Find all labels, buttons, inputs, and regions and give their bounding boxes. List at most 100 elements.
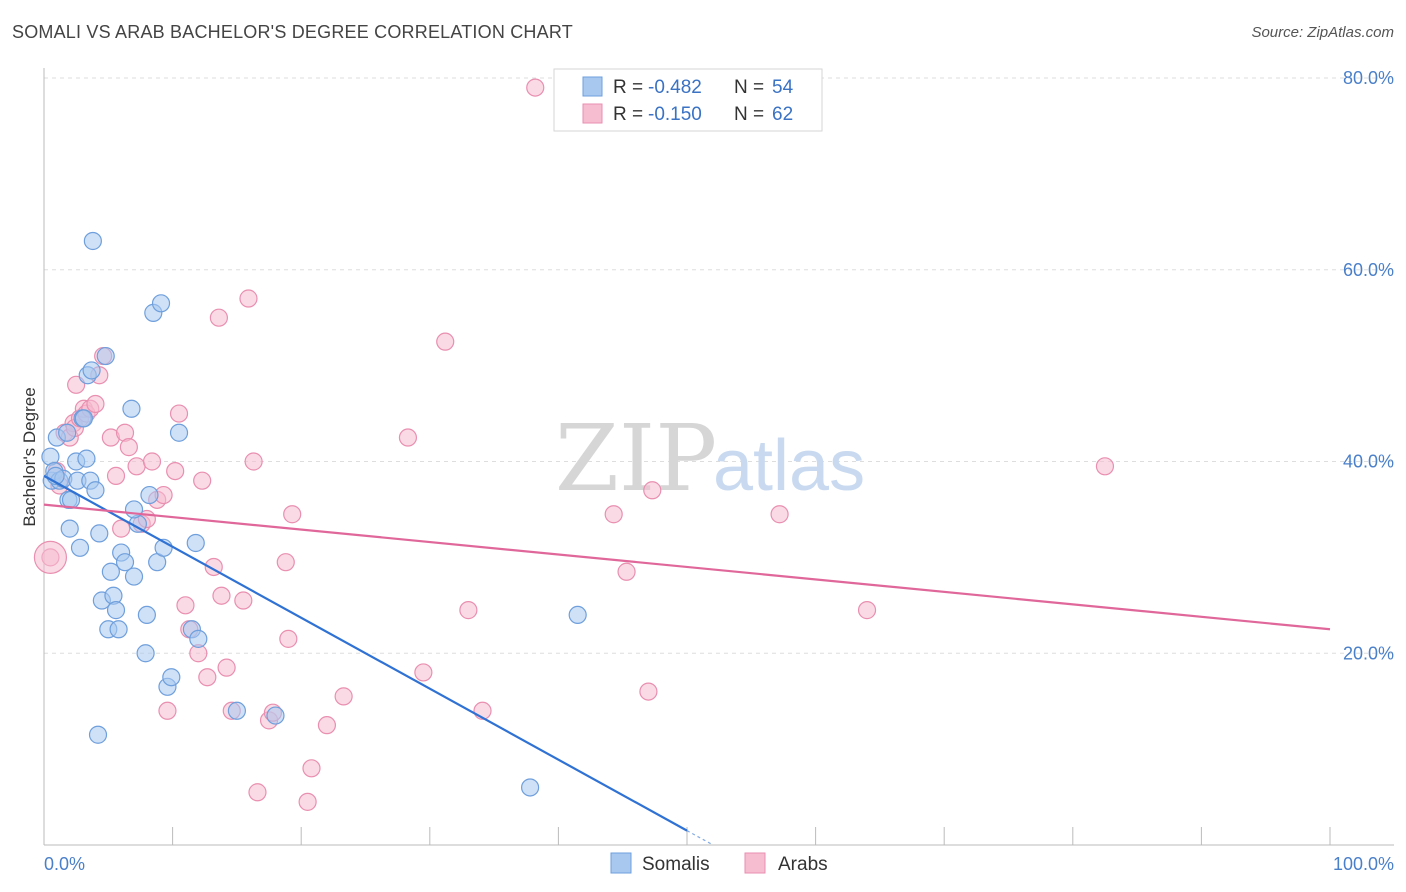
bottom-legend-label-somalis[interactable]: Somalis: [642, 854, 710, 875]
watermark-zip: ZIP: [555, 405, 717, 512]
arab-point: [334, 687, 353, 706]
legend-n-value-somalis: 54: [772, 77, 794, 98]
legend-n-label-arabs: N =: [734, 104, 764, 125]
somali-point: [83, 231, 102, 251]
somali-point: [189, 629, 208, 648]
somali-trend-line: [43, 474, 688, 832]
arab-point: [639, 682, 658, 701]
arab-point: [770, 505, 789, 524]
somali-points: [41, 231, 587, 797]
bottom-legend-label-arabs[interactable]: Arabs: [778, 854, 828, 875]
y-tick-label: 20.0%: [1343, 643, 1394, 663]
somali-point: [266, 706, 285, 725]
axes: [43, 68, 1394, 846]
y-tick-labels: 20.0% 40.0% 60.0% 80.0%: [1343, 68, 1394, 663]
arab-point: [248, 783, 267, 802]
watermark-atlas: atlas: [713, 426, 865, 506]
somali-point: [136, 644, 155, 663]
arab-point: [234, 591, 253, 610]
gridlines: [44, 77, 1394, 654]
somali-point: [101, 562, 120, 581]
arab-point-large: [33, 540, 68, 574]
arab-point: [209, 308, 228, 327]
bottom-legend: Somalis Arabs: [610, 852, 828, 875]
arab-point: [317, 716, 337, 735]
bottom-legend-swatch-somalis[interactable]: [610, 852, 632, 874]
somali-point: [109, 620, 128, 639]
somali-point: [115, 553, 135, 572]
somali-point: [568, 605, 587, 625]
somali-point: [90, 524, 109, 543]
arab-point: [436, 332, 455, 351]
legend-r-label-somalis: R =: [613, 77, 643, 98]
arab-point: [526, 78, 545, 97]
arab-point: [193, 471, 212, 490]
arab-point: [298, 792, 317, 811]
arab-point: [176, 596, 195, 615]
somali-point: [124, 567, 144, 586]
somali-point: [60, 519, 79, 538]
arab-point: [244, 452, 263, 471]
arab-point: [112, 519, 131, 538]
legend-r-label-arabs: R =: [613, 104, 643, 125]
arab-trend-line: [43, 503, 1331, 631]
arab-point: [604, 505, 623, 524]
legend-swatch-somalis: [582, 76, 603, 97]
arab-point: [459, 601, 478, 620]
trend-lines: [43, 474, 1331, 846]
arab-point: [1095, 457, 1115, 476]
y-axis-label: Bachelor's Degree: [20, 387, 39, 526]
legend: R = -0.482 N = 54 R = -0.150 N = 62: [553, 68, 823, 132]
somali-point: [521, 778, 540, 797]
legend-r-value-somalis: -0.482: [648, 77, 702, 98]
x-tick-label-max: 100.0%: [1333, 854, 1394, 874]
y-tick-label: 40.0%: [1343, 452, 1394, 472]
watermark: ZIP atlas: [555, 405, 865, 512]
arab-point: [86, 394, 105, 414]
arab-point: [302, 759, 321, 778]
somali-point: [169, 423, 189, 442]
arab-point: [198, 668, 217, 687]
somali-point: [82, 361, 101, 380]
somali-point: [96, 346, 115, 366]
somali-point: [58, 423, 77, 442]
somali-point: [151, 294, 171, 313]
somali-point: [140, 485, 159, 505]
bottom-legend-swatch-arabs[interactable]: [744, 852, 766, 874]
x-tick-label-min: 0.0%: [44, 854, 85, 874]
arab-point: [239, 289, 258, 308]
somali-trend-extension: [686, 830, 714, 846]
arab-point: [127, 457, 146, 476]
arab-point: [166, 461, 185, 481]
somali-point: [77, 449, 96, 468]
legend-r-value-arabs: -0.150: [648, 104, 702, 125]
somali-point: [227, 701, 246, 720]
legend-n-label-somalis: N =: [734, 77, 764, 98]
arab-point: [217, 658, 236, 677]
somali-point: [86, 481, 105, 500]
somali-point: [162, 668, 181, 687]
chart-source: Source: ZipAtlas.com: [1251, 24, 1394, 41]
somali-point: [122, 399, 141, 418]
arab-point: [617, 562, 636, 581]
somali-point: [137, 605, 156, 625]
arab-point: [142, 452, 162, 471]
somali-point: [74, 409, 93, 428]
legend-n-value-arabs: 62: [772, 104, 793, 125]
arab-point: [276, 553, 295, 572]
arab-point: [414, 663, 433, 682]
somali-point: [106, 601, 126, 620]
arab-point: [643, 481, 662, 500]
arab-point: [212, 586, 231, 605]
arab-point: [106, 466, 126, 485]
arab-point: [857, 601, 877, 620]
somali-point: [70, 538, 90, 557]
somali-point: [186, 533, 205, 553]
arab-point: [169, 404, 189, 423]
legend-swatch-arabs: [582, 103, 603, 124]
arab-point: [283, 505, 302, 524]
arab-point: [158, 701, 177, 720]
arab-point: [398, 428, 418, 447]
chart-title: SOMALI VS ARAB BACHELOR'S DEGREE CORRELA…: [12, 22, 573, 42]
